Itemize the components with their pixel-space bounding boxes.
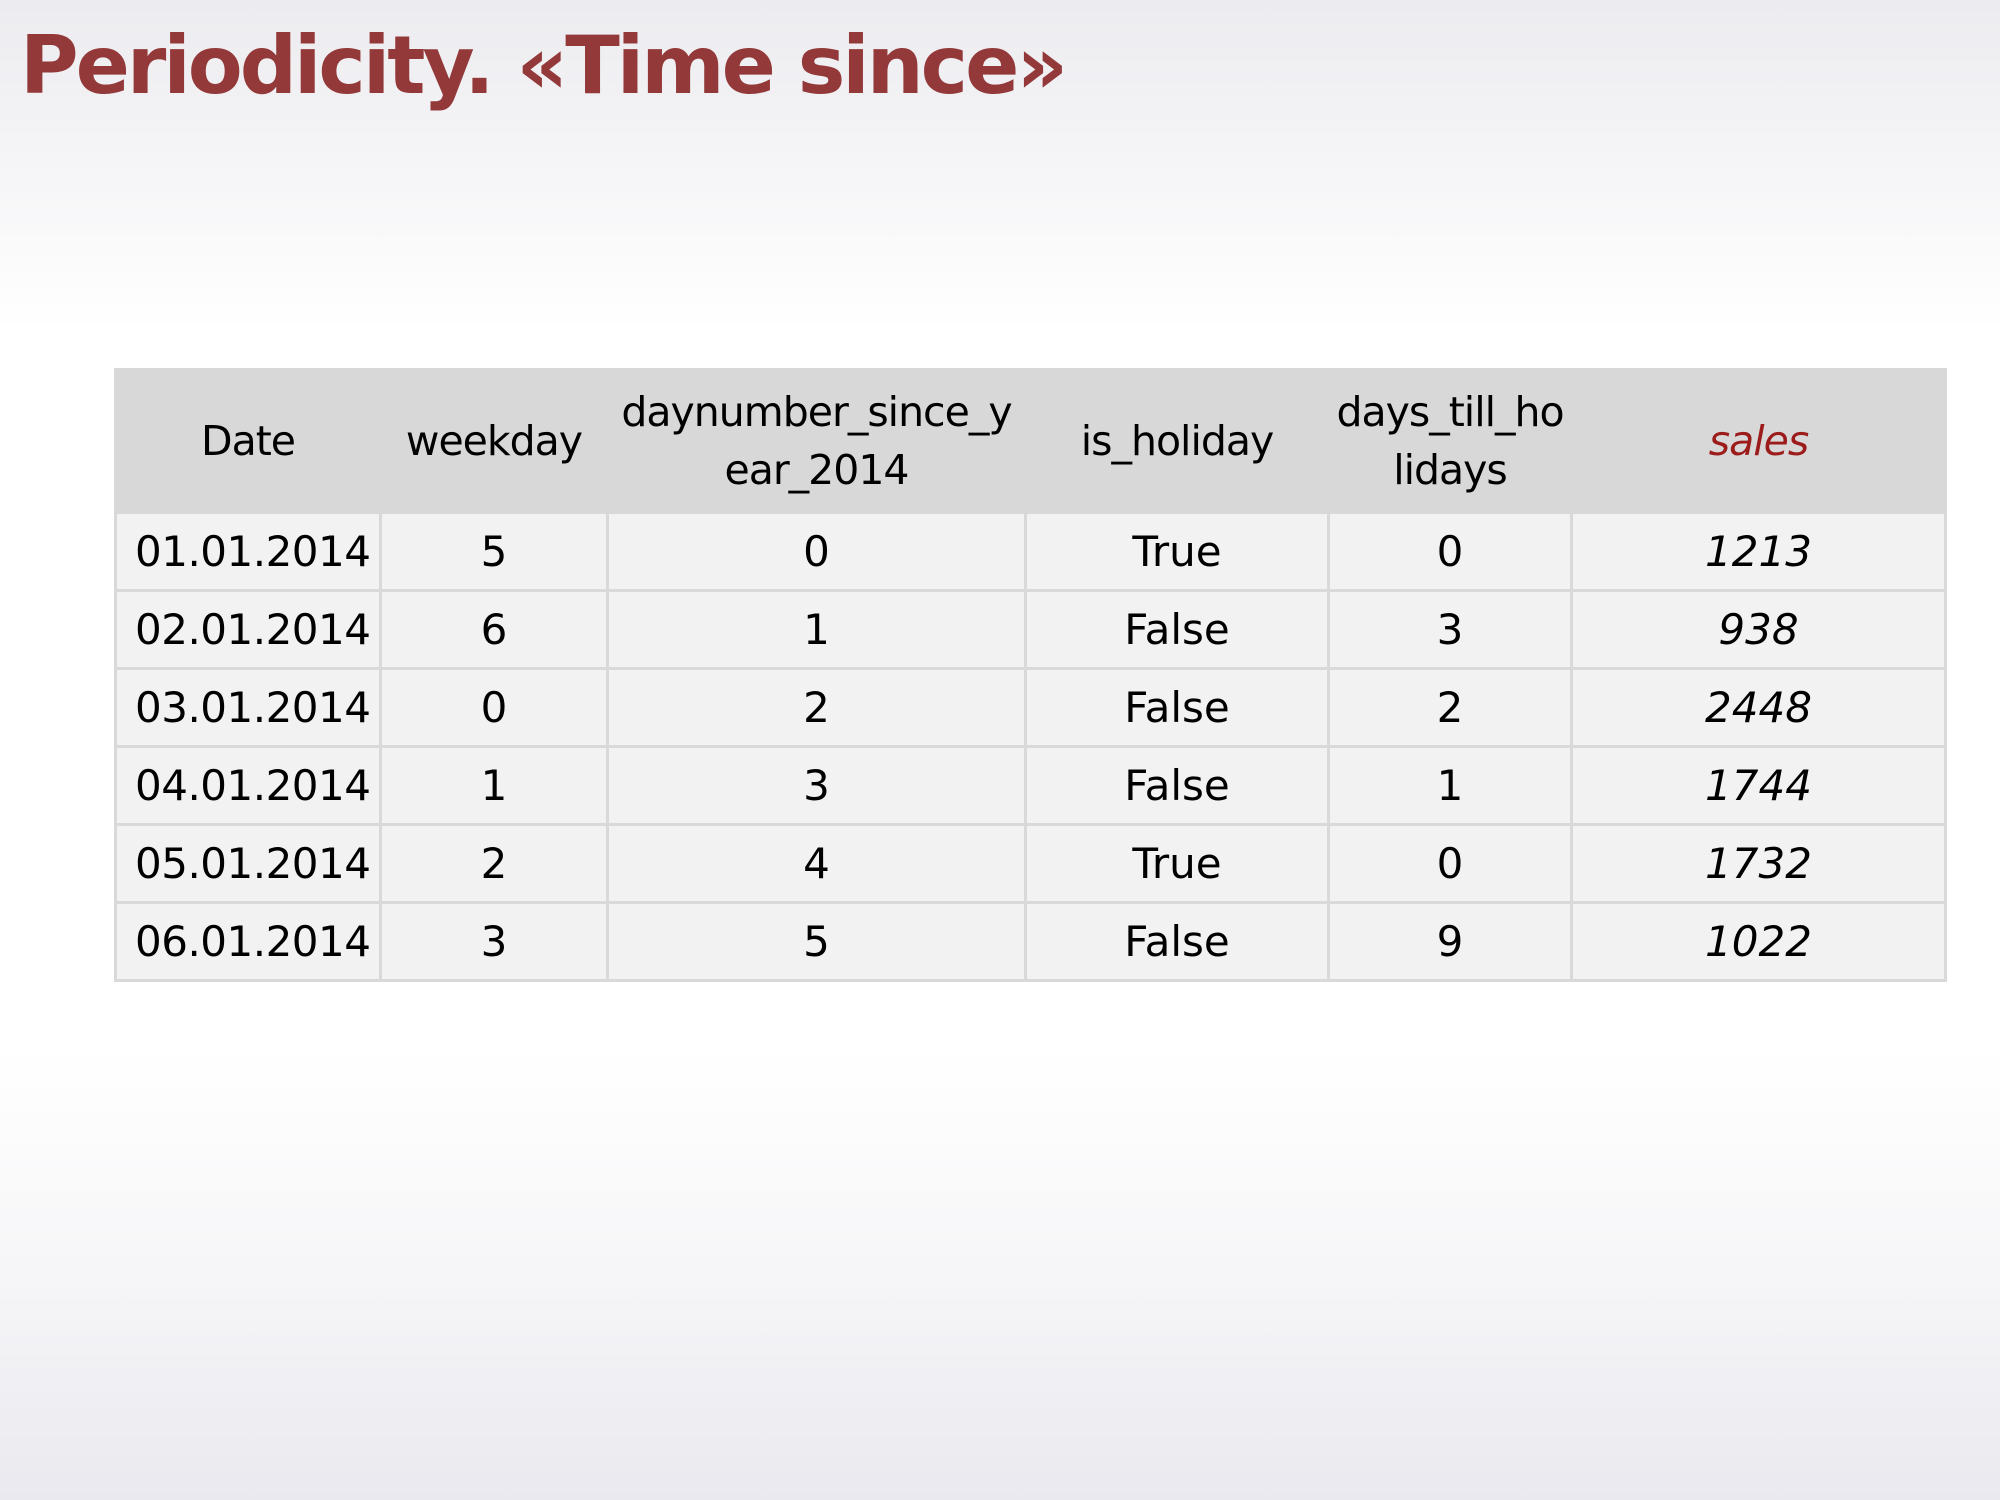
days-till-holidays-cell: 0	[1327, 511, 1573, 592]
days-till-holidays-cell: 3	[1327, 589, 1573, 670]
column-header-sales: sales	[1570, 368, 1947, 514]
weekday-cell: 0	[379, 667, 609, 748]
days-till-holidays-cell: 9	[1327, 901, 1573, 982]
is-holiday-cell: False	[1024, 745, 1330, 826]
table-row: 04.01.2014 1 3 False 1 1744	[114, 745, 1947, 826]
table-row: 02.01.2014 6 1 False 3 938	[114, 589, 1947, 670]
days-till-holidays-cell: 2	[1327, 667, 1573, 748]
days-till-holidays-cell: 0	[1327, 823, 1573, 904]
sales-cell: 938	[1570, 589, 1947, 670]
column-header-daynumber: daynumber_since_year_2014	[606, 368, 1027, 514]
is-holiday-cell: True	[1024, 823, 1330, 904]
table-row: 01.01.2014 5 0 True 0 1213	[114, 511, 1947, 592]
table-row: 05.01.2014 2 4 True 0 1732	[114, 823, 1947, 904]
data-table: Date weekday daynumber_since_year_2014 i…	[114, 368, 1947, 982]
date-cell: 06.01.2014	[114, 901, 382, 982]
table-row: 03.01.2014 0 2 False 2 2448	[114, 667, 1947, 748]
table-header-row: Date weekday daynumber_since_year_2014 i…	[114, 368, 1947, 514]
sales-cell: 2448	[1570, 667, 1947, 748]
sales-cell: 1732	[1570, 823, 1947, 904]
weekday-cell: 1	[379, 745, 609, 826]
weekday-cell: 2	[379, 823, 609, 904]
daynumber-cell: 3	[606, 745, 1027, 826]
slide-title: Periodicity. «Time since»	[20, 19, 1068, 112]
column-header-date: Date	[114, 368, 382, 514]
is-holiday-cell: False	[1024, 901, 1330, 982]
weekday-cell: 6	[379, 589, 609, 670]
daynumber-cell: 1	[606, 589, 1027, 670]
daynumber-cell: 5	[606, 901, 1027, 982]
date-cell: 01.01.2014	[114, 511, 382, 592]
sales-cell: 1744	[1570, 745, 1947, 826]
is-holiday-cell: False	[1024, 589, 1330, 670]
sales-cell: 1022	[1570, 901, 1947, 982]
column-header-days-till-holidays: days_till_holidays	[1327, 368, 1573, 514]
daynumber-cell: 4	[606, 823, 1027, 904]
date-cell: 02.01.2014	[114, 589, 382, 670]
weekday-cell: 3	[379, 901, 609, 982]
is-holiday-cell: False	[1024, 667, 1330, 748]
daynumber-cell: 2	[606, 667, 1027, 748]
is-holiday-cell: True	[1024, 511, 1330, 592]
sales-cell: 1213	[1570, 511, 1947, 592]
date-cell: 03.01.2014	[114, 667, 382, 748]
column-header-is-holiday: is_holiday	[1024, 368, 1330, 514]
date-cell: 04.01.2014	[114, 745, 382, 826]
column-header-weekday: weekday	[379, 368, 609, 514]
table-row: 06.01.2014 3 5 False 9 1022	[114, 901, 1947, 982]
days-till-holidays-cell: 1	[1327, 745, 1573, 826]
data-table-container: Date weekday daynumber_since_year_2014 i…	[114, 368, 1947, 982]
daynumber-cell: 0	[606, 511, 1027, 592]
date-cell: 05.01.2014	[114, 823, 382, 904]
weekday-cell: 5	[379, 511, 609, 592]
